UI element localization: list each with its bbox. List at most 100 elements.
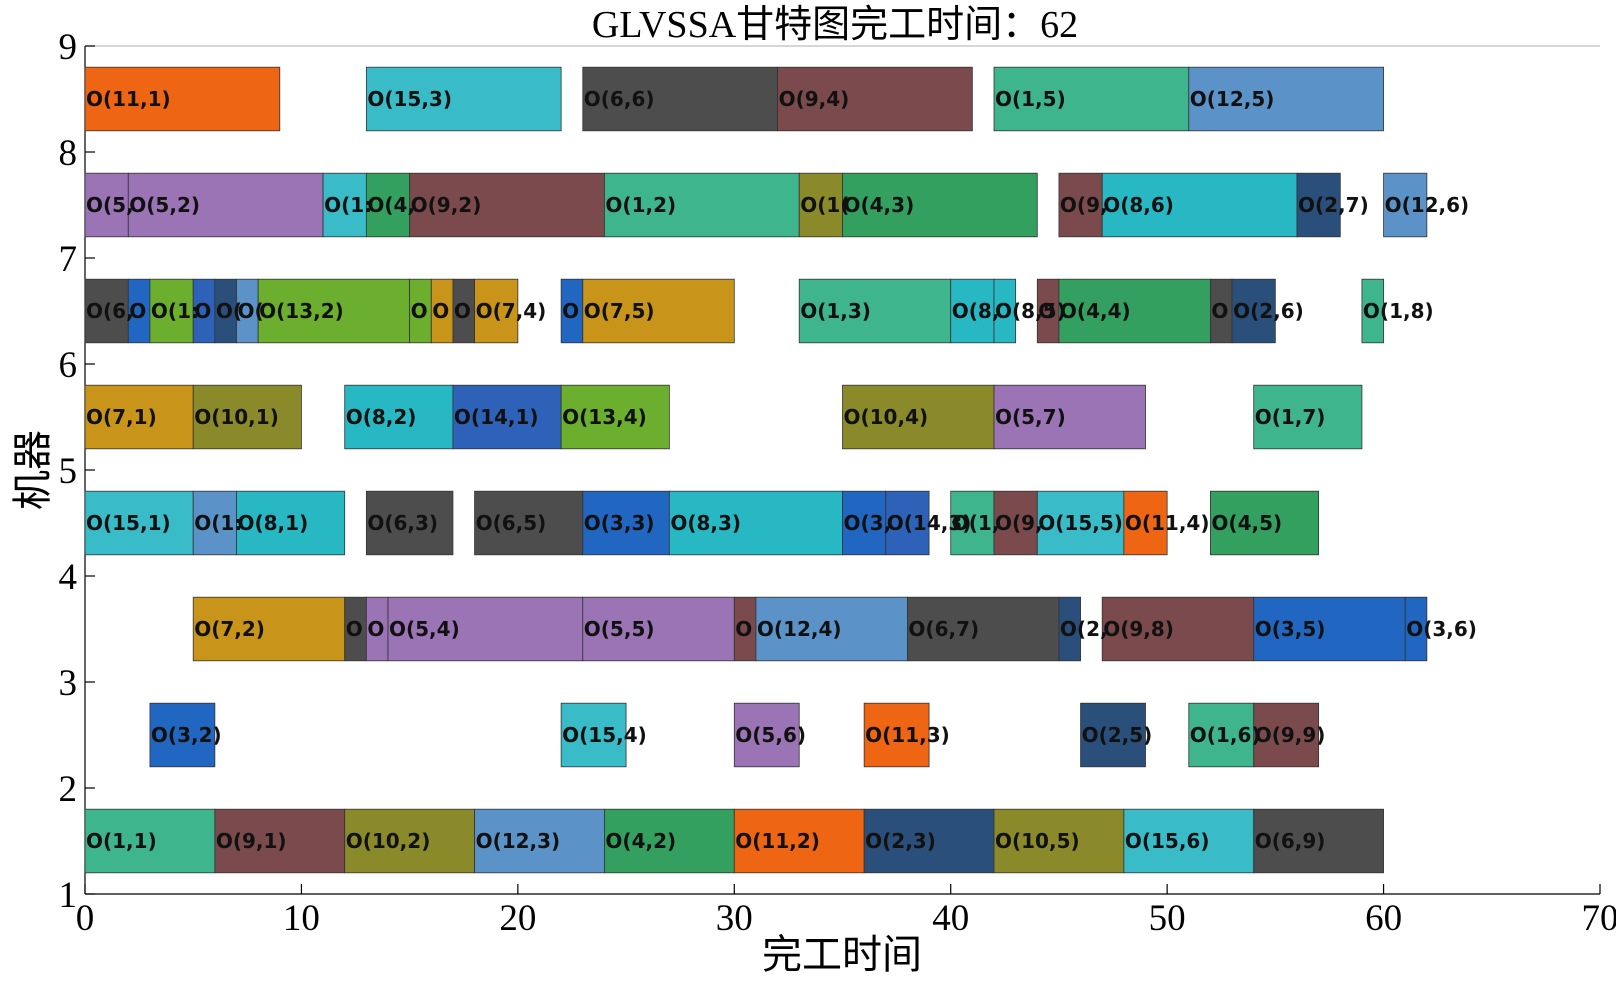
machine-row-7: O(5,O(5,2) O(1:O(4,O(9,2) O(1,2) O(1(O(4,3)… xyxy=(84,172,1470,238)
gantt-bar-label: O(14,1) xyxy=(454,405,539,429)
gantt-bar-label: O(6,7) xyxy=(908,617,979,641)
gantt-bar xyxy=(560,384,670,450)
gantt-bar-label: O(5,2) xyxy=(129,193,200,217)
gantt-bar xyxy=(149,702,216,768)
gantt-bar xyxy=(668,490,843,556)
gantt-bar-label: O( xyxy=(216,299,242,323)
gantt-bar xyxy=(842,172,1038,238)
gantt-bar xyxy=(192,384,302,450)
gantt-bar-label: O(4,2) xyxy=(605,829,676,853)
gantt-bar xyxy=(192,596,346,662)
gantt-bar xyxy=(950,278,995,344)
gantt-bar-label: O(5,4) xyxy=(389,617,460,641)
gantt-bar-label: O(1: xyxy=(151,299,199,323)
machine-row-5: O(7,1) O(10,1) O(8,2) O(14,1) O(13,4) O(10,4)… xyxy=(84,384,1363,450)
gantt-bar xyxy=(907,596,1060,662)
gantt-bar xyxy=(885,490,930,556)
machine-row-4: O(15,1) O(1:O(8,1) O(6,3) O(6,5) O(3,3) O(8,3… xyxy=(84,490,1320,556)
y-tick-label: 3 xyxy=(59,663,78,704)
gantt-bar xyxy=(1296,172,1341,238)
gantt-bar xyxy=(755,596,908,662)
x-tick-label: 50 xyxy=(1149,898,1186,939)
gantt-bar-label: O(2,5) xyxy=(1082,723,1153,747)
gantt-bar-label: O(6, xyxy=(86,299,134,323)
gantt-bar-label: O(6,3) xyxy=(367,511,438,535)
gantt-bar-label: O(9,4) xyxy=(779,87,850,111)
gantt-bar xyxy=(409,172,605,238)
gantt-bar xyxy=(560,702,627,768)
gantt-bar xyxy=(365,490,454,556)
gantt-bar xyxy=(1231,278,1276,344)
gantt-bar-label: O(12,5) xyxy=(1190,87,1275,111)
gantt-bar xyxy=(1361,278,1384,344)
gantt-bar-label: O(10,5) xyxy=(995,829,1080,853)
gantt-bar-label: O xyxy=(346,617,363,641)
gantt-bar-label: O(6,5) xyxy=(476,511,547,535)
gantt-bar-label: O(5,5) xyxy=(584,617,655,641)
gantt-bar xyxy=(1101,596,1255,662)
gantt-bar-label: O(15,1) xyxy=(86,511,171,535)
gantt-bar-label: O(1,2) xyxy=(605,193,676,217)
gantt-bar xyxy=(1188,702,1255,768)
gantt-bar xyxy=(1101,172,1298,238)
gantt-bar xyxy=(84,172,129,238)
gantt-bar xyxy=(257,278,411,344)
gantt-bar-label: O(12,6) xyxy=(1385,193,1470,217)
gantt-bar-label: O(8,1) xyxy=(238,511,309,535)
chart-title: GLVSSA甘特图完工时间：62 xyxy=(592,4,1078,46)
y-tick-label: 5 xyxy=(59,451,78,492)
gantt-bar xyxy=(84,66,281,132)
gantt-bar-label: O(1( xyxy=(800,193,849,217)
gantt-bar xyxy=(993,384,1146,450)
gantt-bar xyxy=(236,490,346,556)
gantt-bar-label: O(3, xyxy=(844,511,892,535)
gantt-bar-label: O(2, xyxy=(1060,617,1108,641)
gantt-bar-label: O(10,1) xyxy=(194,405,279,429)
gantt-bar-label: O(1,7) xyxy=(1255,405,1326,429)
gantt-bar-label: O(15,6) xyxy=(1125,829,1210,853)
gantt-bar-label: O(12,4) xyxy=(757,617,842,641)
gantt-bar xyxy=(84,384,194,450)
gantt-bar xyxy=(365,172,411,238)
gantt-bar xyxy=(149,278,194,344)
gantt-bar-label: O(5,6) xyxy=(735,723,806,747)
gantt-bar-label: O(1,6) xyxy=(1190,723,1261,747)
gantt-bar-label: O(11,4) xyxy=(1125,511,1210,535)
gantt-bar-label: O xyxy=(367,617,384,641)
gantt-bar-label: O(7,5) xyxy=(584,299,655,323)
gantt-bar xyxy=(993,278,1017,344)
gantt-bar-label: O xyxy=(562,299,579,323)
gantt-bar-label: O(9, xyxy=(995,511,1043,535)
gantt-bar xyxy=(842,384,995,450)
y-tick-label: 4 xyxy=(59,557,78,598)
y-tick-label: 8 xyxy=(59,133,78,174)
gantt-bar-label: O(11,3) xyxy=(865,723,950,747)
machine-row-2: O(3,2) O(15,4) O(5,6) O(11,3) O(2,5) O(1,6)O(… xyxy=(149,702,1326,768)
gantt-bar xyxy=(993,66,1190,132)
x-axis-label: 完工时间 xyxy=(762,932,922,977)
gantt-bar xyxy=(365,66,562,132)
gantt-bar xyxy=(993,490,1038,556)
gantt-bar-label: O(4, xyxy=(367,193,415,217)
gantt-bar-label: O(3,2) xyxy=(151,723,222,747)
x-axis-ticks: 0 10 20 30 40 50 60 70 xyxy=(76,884,1616,939)
gantt-bar-label: O(6,9) xyxy=(1255,829,1326,853)
gantt-bar-label: O(10,2) xyxy=(346,829,431,853)
gantt-bar xyxy=(798,278,952,344)
gantt-bar xyxy=(1058,278,1211,344)
y-axis-label: 机器 xyxy=(10,430,55,510)
gantt-bar xyxy=(604,172,800,238)
gantt-bar xyxy=(1404,596,1428,662)
gantt-bar-label: O(9,1) xyxy=(216,829,287,853)
gantt-bar-label: O(1: xyxy=(324,193,372,217)
gantt-bar-label: O(12,3) xyxy=(476,829,561,853)
gantt-bar-label: O(1,5) xyxy=(995,87,1066,111)
gantt-bar-label: O(9,9) xyxy=(1255,723,1326,747)
gantt-bar xyxy=(474,490,584,556)
gantt-bar-label: O(15,3) xyxy=(367,87,452,111)
gantt-bar-label: O(2,7) xyxy=(1298,193,1369,217)
gantt-bar xyxy=(387,596,584,662)
gantt-bar-label: O(8,6) xyxy=(1103,193,1174,217)
gantt-bar-label: O(5,7) xyxy=(995,405,1066,429)
